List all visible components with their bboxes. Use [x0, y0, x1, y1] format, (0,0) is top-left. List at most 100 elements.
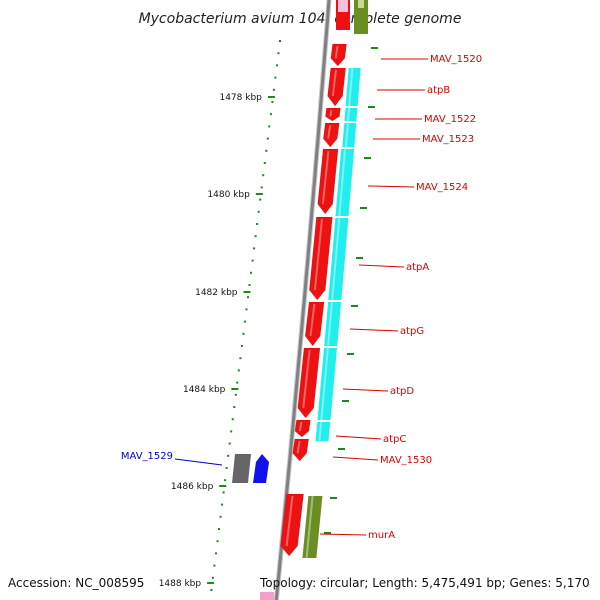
- gene-atpG-shine: [309, 303, 316, 337]
- ruler-tick-minor: [231, 418, 234, 421]
- gene-label[interactable]: MAV_1523: [422, 134, 474, 145]
- gene-atpD-cyan[interactable]: [317, 348, 338, 420]
- gene-label[interactable]: MAV_1520: [430, 54, 482, 65]
- gene-atpC-cyan[interactable]: [315, 422, 331, 441]
- leader-line: [358, 264, 405, 268]
- gene-atpG-cyan[interactable]: [324, 302, 342, 346]
- ruler-tick-minor: [242, 332, 245, 335]
- gene-mav1523-cyan[interactable]: [342, 123, 357, 147]
- ruler-tick-major: [267, 96, 275, 98]
- gene-top-olive-light[interactable]: [358, 0, 364, 8]
- ruler-tick-minor: [213, 564, 216, 567]
- backbone-layer: [273, 0, 332, 600]
- accession-text: Accession: NC_008595: [8, 576, 144, 590]
- gene-atpD-cyan-shine: [320, 347, 329, 421]
- gene-label[interactable]: MAV_1524: [416, 182, 468, 193]
- gene-mav1524-cyan[interactable]: [335, 149, 355, 216]
- gene-mav1523[interactable]: [323, 122, 340, 148]
- ruler-tick-minor: [218, 528, 220, 530]
- ruler-tick-minor: [230, 430, 233, 433]
- gene-atpD-shine: [302, 349, 311, 409]
- gene-bottom-pink[interactable]: [260, 592, 274, 600]
- ruler-tick-minor: [259, 198, 262, 201]
- ruler-tick-minor: [256, 223, 259, 225]
- kbp-label: 1480 kbp: [207, 190, 250, 200]
- ruler-tick-minor: [277, 52, 280, 55]
- ruler-tick-minor: [243, 320, 246, 323]
- gene-mav1522-cyan[interactable]: [344, 108, 358, 121]
- kbp-label-layer: 1478 kbp 1480 kbp 1482 kbp 1484 kbp 1486 kbp…: [159, 93, 262, 589]
- gene-mav1524[interactable]: [317, 148, 339, 215]
- ruler-tick-minor: [250, 271, 252, 274]
- feature-tick: [338, 448, 345, 450]
- ruler-tick-major: [243, 291, 251, 293]
- gene-atpD[interactable]: [297, 347, 321, 419]
- kbp-label: 1486 kbp: [171, 482, 214, 492]
- gene-label[interactable]: MAV_1530: [380, 455, 432, 466]
- gene-mav1530-shine: [296, 440, 301, 454]
- gene-label[interactable]: MAV_1529: [121, 451, 173, 462]
- gene-block-top[interactable]: [336, 0, 368, 34]
- gene-label[interactable]: murA: [368, 530, 395, 541]
- kbp-label: 1484 kbp: [183, 385, 226, 395]
- ruler-tick-minor: [254, 235, 257, 238]
- ruler-tick-minor: [274, 76, 277, 79]
- ruler-tick-minor: [265, 149, 268, 152]
- ruler-tick-minor: [225, 467, 228, 469]
- ruler-tick-minor: [253, 247, 256, 250]
- ruler-tick-minor: [237, 369, 240, 372]
- ruler-tick-minor: [240, 345, 243, 347]
- gene-label[interactable]: atpB: [427, 85, 450, 96]
- gene-mav1529-blue[interactable]: [253, 454, 269, 483]
- feature-tick: [364, 157, 371, 159]
- gene-mav1523-cyan-shine: [344, 122, 349, 148]
- gene-label[interactable]: atpC: [383, 434, 406, 445]
- ruler-tick-minor: [275, 64, 278, 67]
- ruler-tick-minor: [245, 308, 248, 311]
- gene-murA-olive[interactable]: [302, 496, 323, 558]
- kbp-label: 1482 kbp: [195, 288, 238, 298]
- gene-atpA-cyan[interactable]: [328, 218, 349, 300]
- gene-atpA[interactable]: [309, 216, 333, 301]
- gene-atpC-shine: [298, 421, 303, 432]
- gene-atpB-cyan[interactable]: [345, 68, 361, 106]
- gene-mav1522[interactable]: [325, 107, 341, 122]
- gene-mav1524-shine: [321, 150, 330, 205]
- gene-atpB-cyan-shine: [348, 67, 354, 107]
- gene-label[interactable]: atpD: [390, 386, 414, 397]
- gene-label[interactable]: atpG: [400, 326, 424, 337]
- kbp-label: 1478 kbp: [219, 93, 262, 103]
- ruler-tick-minor: [227, 454, 230, 457]
- gene-atpG[interactable]: [304, 301, 325, 347]
- ruler-tick-minor: [248, 284, 251, 286]
- ruler-tick-minor: [222, 491, 225, 494]
- ruler-tick-minor: [266, 137, 269, 140]
- gene-mav1523-shine: [327, 124, 332, 139]
- ruler-tick-minor: [279, 40, 281, 42]
- gene-murA-olive-shine: [305, 495, 314, 559]
- ruler-tick-minor: [247, 296, 249, 299]
- gene-top-pink[interactable]: [338, 0, 348, 12]
- leader-line: [335, 435, 382, 440]
- kbp-label: 1488 kbp: [159, 579, 202, 589]
- ruler-tick-minor: [263, 162, 266, 164]
- gene-label[interactable]: MAV_1522: [424, 114, 476, 125]
- ruler-tick-minor: [234, 393, 237, 396]
- ruler-tick-minor: [268, 125, 271, 128]
- ruler-tick-major: [219, 485, 227, 487]
- feature-tick: [330, 497, 337, 499]
- gene-top-olive[interactable]: [354, 0, 368, 34]
- gene-mav1529-gray[interactable]: [232, 454, 251, 483]
- gene-murA-shine: [285, 495, 294, 547]
- gene-atpB[interactable]: [327, 67, 346, 107]
- ruler-tick-minor: [236, 381, 239, 384]
- gene-atpB-shine: [331, 69, 337, 97]
- gene-atpC[interactable]: [294, 419, 311, 438]
- gene-mav1520[interactable]: [330, 43, 347, 67]
- gene-label[interactable]: atpA: [406, 262, 429, 273]
- gene-murA[interactable]: [280, 493, 304, 557]
- feature-tick: [347, 353, 354, 355]
- feature-tick: [342, 400, 349, 402]
- ruler-tick-major: [231, 388, 239, 390]
- gene-mav1530[interactable]: [292, 438, 309, 462]
